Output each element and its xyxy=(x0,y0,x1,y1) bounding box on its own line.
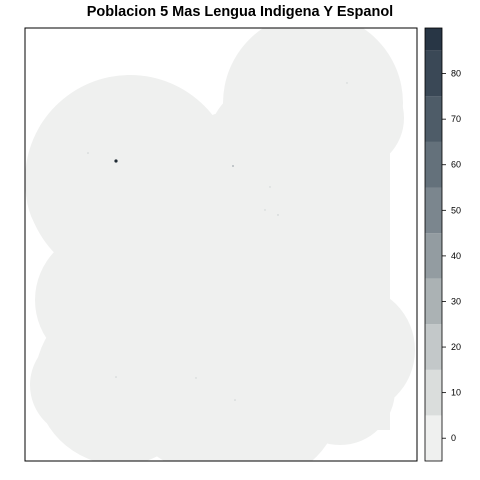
legend-band xyxy=(425,96,442,142)
legend-band xyxy=(425,50,442,97)
color-legend: 0 10 20 30 40 50 60 70 80 xyxy=(424,27,461,462)
locality-point xyxy=(346,82,348,84)
map-title: Poblacion 5 Mas Lengua Indigena Y Espano… xyxy=(86,4,394,20)
locality-point xyxy=(87,152,89,154)
locality-point xyxy=(269,186,271,188)
legend-tick-label: 40 xyxy=(451,251,461,261)
legend-band xyxy=(425,369,442,416)
legend-band xyxy=(425,324,442,370)
legend-band xyxy=(425,28,442,51)
locality-point xyxy=(264,209,266,211)
legend-band xyxy=(425,233,442,279)
legend-color-bands xyxy=(425,28,442,461)
legend-tick-label: 20 xyxy=(451,342,461,352)
legend-frame xyxy=(424,27,443,462)
legend-band xyxy=(425,278,442,325)
region-area xyxy=(60,130,390,430)
municipality-region xyxy=(25,28,415,461)
map-panel xyxy=(24,27,418,462)
locality-point xyxy=(195,377,197,379)
locality-point xyxy=(114,159,118,163)
legend-tick-label: 50 xyxy=(451,205,461,215)
legend-tick-label: 10 xyxy=(451,388,461,398)
locality-point xyxy=(234,399,236,401)
locality-points xyxy=(87,82,348,401)
locality-point xyxy=(115,376,117,378)
legend-tick-label: 80 xyxy=(451,69,461,79)
legend-band xyxy=(425,141,442,188)
map-frame xyxy=(24,27,418,462)
locality-point xyxy=(232,165,234,167)
legend-band xyxy=(425,415,442,461)
legend-band xyxy=(425,187,442,234)
legend-tick-label: 0 xyxy=(451,433,456,443)
locality-point xyxy=(277,214,279,216)
legend-tick-label: 30 xyxy=(451,296,461,306)
legend-tick-label: 60 xyxy=(451,160,461,170)
legend-tick-label: 70 xyxy=(451,114,461,124)
legend-ticks: 0 10 20 30 40 50 60 70 80 xyxy=(442,69,461,443)
